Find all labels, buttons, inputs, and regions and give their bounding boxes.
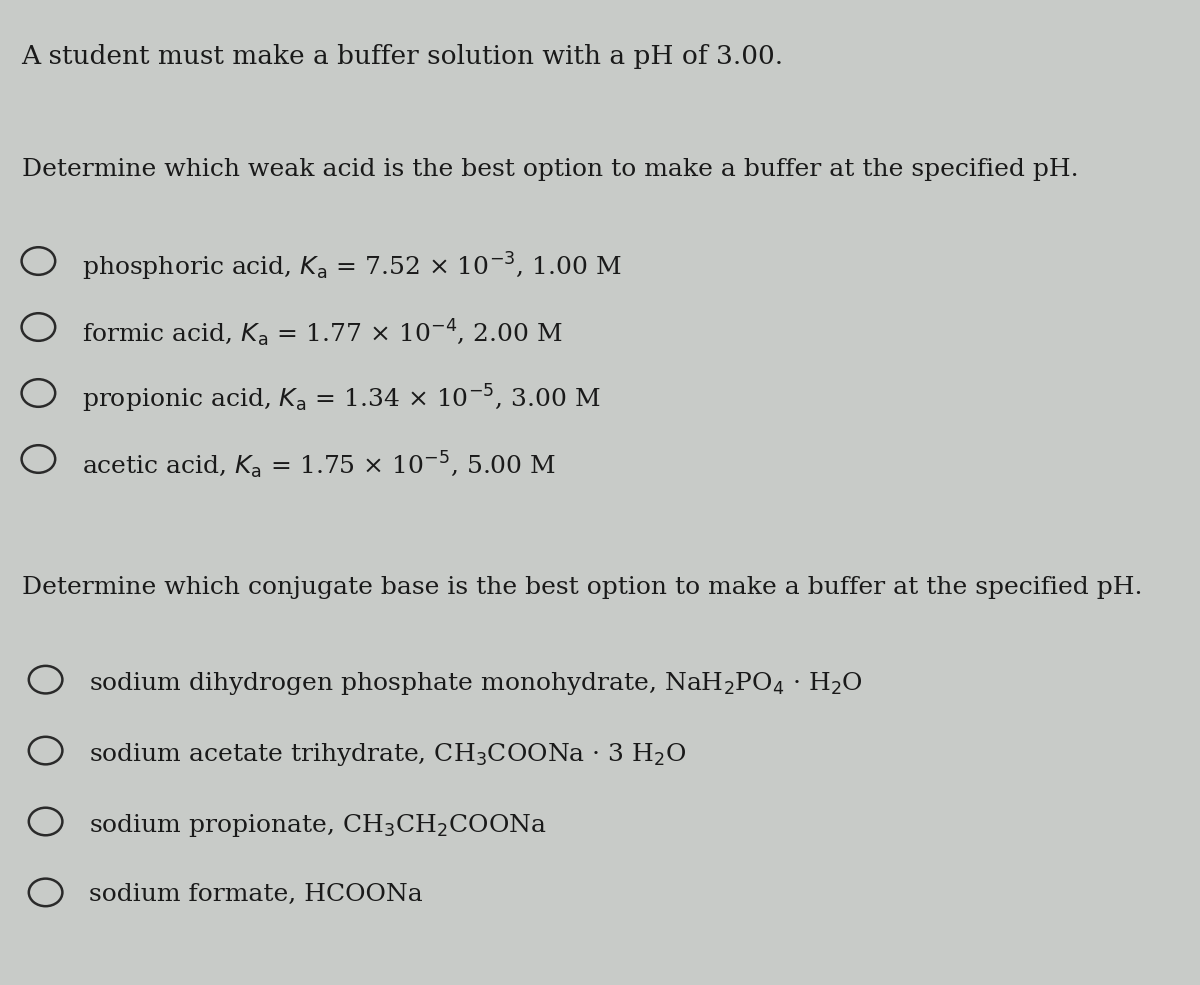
Text: phosphoric acid, $K_\mathrm{a}$ = 7.52 × 10$^{-3}$, 1.00 M: phosphoric acid, $K_\mathrm{a}$ = 7.52 ×… <box>82 251 622 284</box>
Text: sodium propionate, CH$_3$CH$_2$COONa: sodium propionate, CH$_3$CH$_2$COONa <box>89 812 546 838</box>
Text: acetic acid, $K_\mathrm{a}$ = 1.75 × 10$^{-5}$, 5.00 M: acetic acid, $K_\mathrm{a}$ = 1.75 × 10$… <box>82 449 556 481</box>
Text: sodium formate, HCOONa: sodium formate, HCOONa <box>89 883 422 905</box>
Text: sodium acetate trihydrate, CH$_3$COONa · 3 H$_2$O: sodium acetate trihydrate, CH$_3$COONa ·… <box>89 741 686 767</box>
Text: A student must make a buffer solution with a pH of 3.00.: A student must make a buffer solution wi… <box>22 44 784 69</box>
Text: propionic acid, $K_\mathrm{a}$ = 1.34 × 10$^{-5}$, 3.00 M: propionic acid, $K_\mathrm{a}$ = 1.34 × … <box>82 383 600 416</box>
Text: Determine which weak acid is the best option to make a buffer at the specified p: Determine which weak acid is the best op… <box>22 158 1079 180</box>
Text: Determine which conjugate base is the best option to make a buffer at the specif: Determine which conjugate base is the be… <box>22 576 1142 599</box>
Text: formic acid, $K_\mathrm{a}$ = 1.77 × 10$^{-4}$, 2.00 M: formic acid, $K_\mathrm{a}$ = 1.77 × 10$… <box>82 317 563 349</box>
Text: sodium dihydrogen phosphate monohydrate, NaH$_2$PO$_4$ · H$_2$O: sodium dihydrogen phosphate monohydrate,… <box>89 670 863 696</box>
